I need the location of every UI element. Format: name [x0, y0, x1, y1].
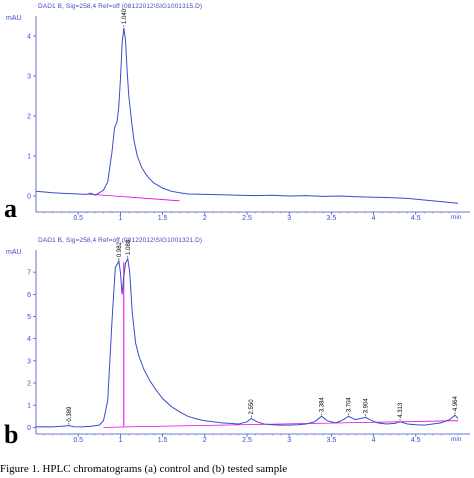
y-tick-label: 2 — [27, 114, 31, 121]
peak-label: 3.384 — [320, 397, 326, 413]
x-tick-label: 3 — [287, 215, 291, 222]
x-tick-label: 4 — [372, 437, 376, 444]
x-tick-label: 2 — [203, 437, 207, 444]
peak-label: 4.964 — [453, 395, 459, 411]
y-tick-label: 4 — [27, 336, 31, 343]
x-tick-label: 0.5 — [73, 215, 83, 222]
peak-label: 4.313 — [398, 402, 404, 418]
x-tick-label: 2.5 — [242, 215, 252, 222]
x-tick-label: 2 — [203, 215, 207, 222]
panel-label: a — [4, 194, 17, 223]
chart-header: DAD1 B, Sig=258,4 Ref=off (08122012\SIG1… — [38, 237, 203, 244]
x-tick-label: 3.5 — [327, 437, 337, 444]
chromatogram-a-plot: 0.5 1 1.5 2 2.5 3 3.5 4 4.5 min 0 1 2 3 4 1.040 — [27, 8, 470, 222]
chromatogram-panel-b: DAD1 B, Sig=258,4 Ref=off (08122012\SIG1… — [0, 234, 474, 456]
y-tick-label: 2 — [27, 381, 31, 388]
peak-label: 3.904 — [363, 398, 369, 414]
integration-baseline — [103, 420, 459, 428]
y-tick-label: 4 — [27, 34, 31, 41]
signal-trace — [35, 257, 459, 428]
y-tick-label: 3 — [27, 74, 31, 81]
chromatogram-panel-a: DAD1 B, Sig=258,4 Ref=off (08122012\SIG1… — [0, 0, 474, 233]
x-tick-label: 1 — [118, 215, 122, 222]
x-tick-label: 1.5 — [158, 215, 168, 222]
x-tick-label: 2.5 — [242, 437, 252, 444]
peak-label: 1.040 — [122, 8, 128, 24]
x-axis-unit: min — [451, 436, 462, 443]
chart-header: DAD1 B, Sig=258,4 Ref=off (08122012\SIG1… — [38, 3, 203, 10]
integration-baseline — [86, 193, 180, 202]
peak-label: 1.088 — [126, 239, 132, 255]
y-tick-label: 7 — [27, 270, 31, 277]
x-tick-label: 0.5 — [73, 437, 83, 444]
peak-label: 0.389 — [67, 406, 73, 422]
peak-label: 2.550 — [249, 399, 255, 415]
y-tick-label: 3 — [27, 358, 31, 365]
panel-label: b — [4, 420, 19, 449]
x-tick-label: 4 — [372, 215, 376, 222]
y-axis-unit: mAU — [6, 15, 22, 22]
y-tick-label: 0 — [27, 194, 31, 201]
y-tick-label: 1 — [27, 403, 31, 410]
x-tick-label: 4.5 — [411, 215, 421, 222]
y-tick-label: 1 — [27, 154, 31, 161]
x-tick-label: 1 — [118, 437, 122, 444]
chromatogram-b-plot: 0.5 1 1.5 2 2.5 3 3.5 4 4.5 min 0 1 2 3 4 5 6 7 0.389 0.982… — [27, 239, 470, 444]
x-tick-label: 3 — [287, 437, 291, 444]
y-axis-unit: mAU — [6, 249, 22, 256]
y-tick-label: 0 — [27, 425, 31, 432]
x-tick-label: 1.5 — [158, 437, 168, 444]
peak-label: 0.982 — [117, 241, 123, 257]
x-axis-unit: min — [451, 214, 462, 221]
y-tick-label: 6 — [27, 292, 31, 299]
figure-caption: Figure 1. HPLC chromatograms (a) control… — [0, 463, 288, 475]
x-tick-label: 3.5 — [327, 215, 337, 222]
y-tick-label: 5 — [27, 314, 31, 321]
peak-label: 3.704 — [347, 397, 353, 413]
signal-trace — [35, 27, 459, 204]
x-tick-label: 4.5 — [411, 437, 421, 444]
